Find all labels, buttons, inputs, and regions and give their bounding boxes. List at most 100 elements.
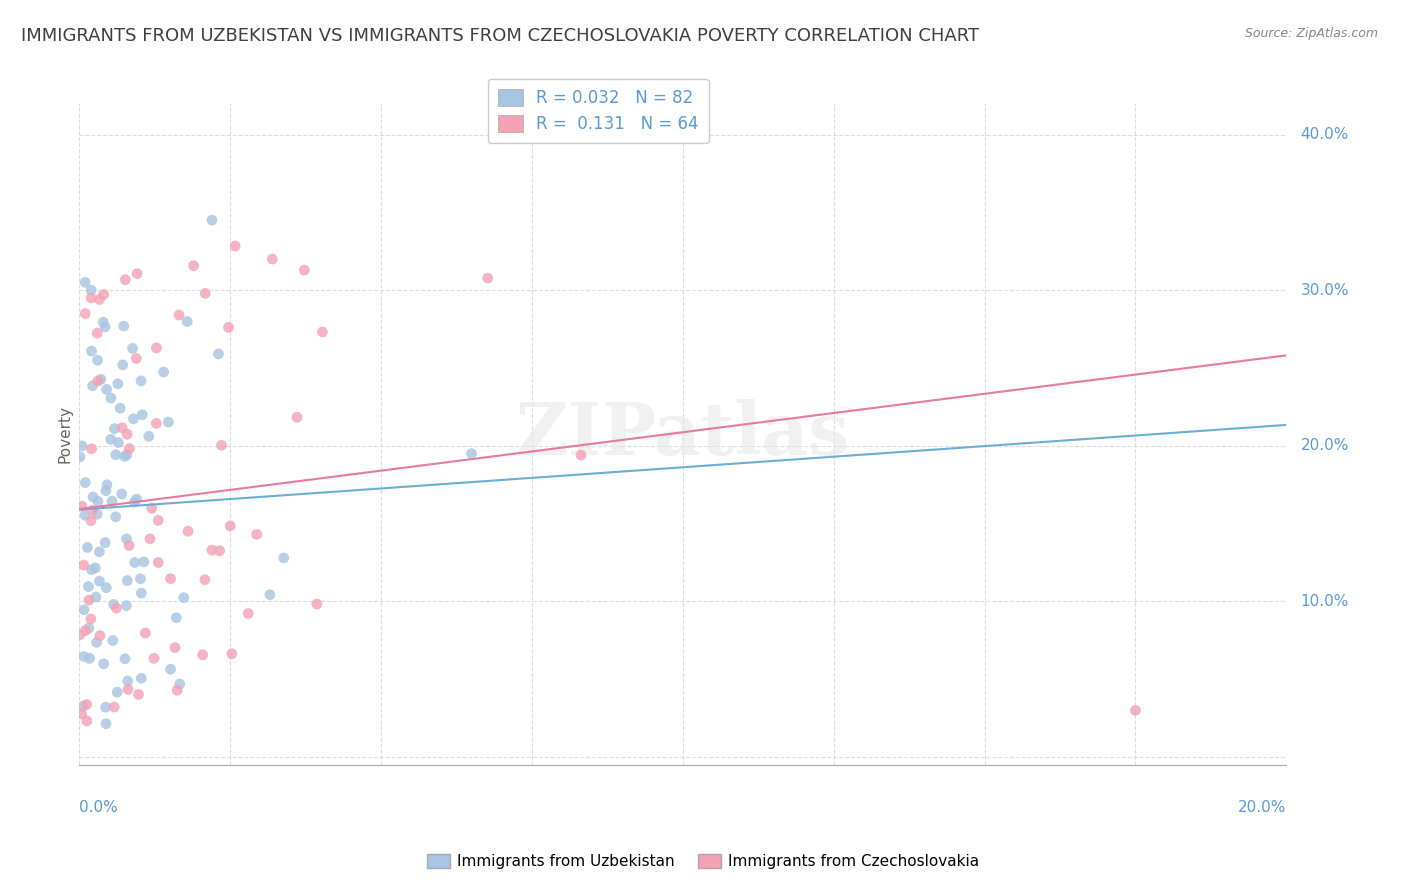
Point <box>129 374 152 388</box>
Point <box>94 483 117 498</box>
Point <box>121 342 143 356</box>
Point <box>100 433 122 447</box>
Point <box>124 556 146 570</box>
Point <box>129 572 152 586</box>
Point <box>125 351 148 366</box>
Point <box>115 448 138 462</box>
Point <box>82 379 104 393</box>
Text: 10.0%: 10.0% <box>1301 594 1348 609</box>
Point <box>104 448 127 462</box>
Point <box>285 410 308 425</box>
Point <box>176 315 198 329</box>
Point <box>89 629 111 643</box>
Point <box>96 477 118 491</box>
Point <box>134 626 156 640</box>
Point <box>101 494 124 508</box>
Point <box>166 683 188 698</box>
Point <box>76 541 98 555</box>
Legend: R = 0.032   N = 82, R =  0.131   N = 64: R = 0.032 N = 82, R = 0.131 N = 64 <box>488 78 709 144</box>
Point <box>86 507 108 521</box>
Point <box>69 450 91 464</box>
Point <box>311 325 333 339</box>
Point <box>221 647 243 661</box>
Point <box>73 508 96 523</box>
Point <box>112 319 135 334</box>
Point <box>89 574 111 588</box>
Point <box>139 532 162 546</box>
Point <box>77 580 100 594</box>
Point <box>75 475 97 490</box>
Point <box>73 558 96 572</box>
Point <box>117 674 139 689</box>
Point <box>194 573 217 587</box>
Point <box>117 682 139 697</box>
Point <box>80 612 103 626</box>
Point <box>72 699 94 714</box>
Point <box>77 593 100 607</box>
Point <box>201 213 224 227</box>
Point <box>80 514 103 528</box>
Point <box>75 276 97 290</box>
Point <box>94 700 117 714</box>
Y-axis label: Poverty: Poverty <box>58 405 72 463</box>
Point <box>86 353 108 368</box>
Point <box>208 543 231 558</box>
Point <box>201 543 224 558</box>
Point <box>89 545 111 559</box>
Point <box>224 239 246 253</box>
Point <box>93 287 115 301</box>
Point <box>103 700 125 714</box>
Point <box>142 651 165 665</box>
Point <box>148 556 170 570</box>
Point <box>1125 703 1147 717</box>
Point <box>219 519 242 533</box>
Text: ZIPatlas: ZIPatlas <box>516 399 849 470</box>
Point <box>115 427 138 442</box>
Point <box>70 706 93 721</box>
Text: 30.0%: 30.0% <box>1301 283 1348 298</box>
Point <box>131 586 153 600</box>
Point <box>94 716 117 731</box>
Text: 20.0%: 20.0% <box>1301 438 1348 453</box>
Point <box>84 561 107 575</box>
Point <box>94 319 117 334</box>
Point <box>82 490 104 504</box>
Point <box>70 439 93 453</box>
Text: 20.0%: 20.0% <box>1237 799 1286 814</box>
Text: IMMIGRANTS FROM UZBEKISTAN VS IMMIGRANTS FROM CZECHOSLOVAKIA POVERTY CORRELATION: IMMIGRANTS FROM UZBEKISTAN VS IMMIGRANTS… <box>21 27 979 45</box>
Point <box>101 633 124 648</box>
Point <box>141 501 163 516</box>
Point <box>477 271 499 285</box>
Point <box>76 698 98 712</box>
Point <box>127 267 149 281</box>
Point <box>73 649 96 664</box>
Point <box>76 714 98 728</box>
Point <box>209 438 232 452</box>
Point <box>77 621 100 635</box>
Point <box>108 401 131 416</box>
Point <box>183 259 205 273</box>
Point <box>87 494 110 508</box>
Point <box>165 640 187 655</box>
Point <box>69 628 91 642</box>
Point <box>75 306 97 320</box>
Point <box>100 391 122 405</box>
Point <box>80 283 103 297</box>
Point <box>114 450 136 464</box>
Point <box>89 293 111 307</box>
Point <box>305 597 328 611</box>
Point <box>80 291 103 305</box>
Point <box>91 315 114 329</box>
Point <box>194 286 217 301</box>
Point <box>82 503 104 517</box>
Point <box>218 320 240 334</box>
Point <box>131 408 153 422</box>
Point <box>273 550 295 565</box>
Point <box>96 382 118 396</box>
Point <box>165 611 187 625</box>
Point <box>191 648 214 662</box>
Point <box>173 591 195 605</box>
Point <box>177 524 200 539</box>
Point <box>118 539 141 553</box>
Point <box>111 421 134 435</box>
